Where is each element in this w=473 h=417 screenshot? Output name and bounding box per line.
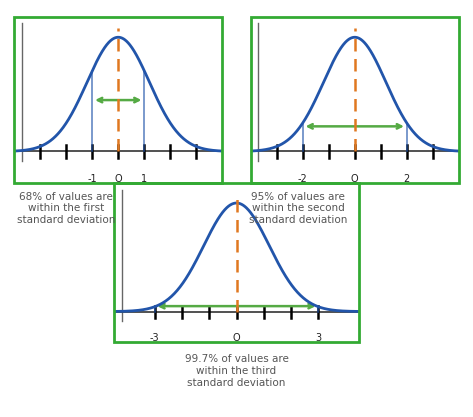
Text: O: O [351,174,359,184]
Text: 2: 2 [403,174,410,184]
Text: 1: 1 [141,174,147,184]
Text: -2: -2 [298,174,307,184]
Text: -3: -3 [149,333,159,343]
Text: 95% of values are
within the second
standard deviation: 95% of values are within the second stan… [249,192,347,225]
Text: 99.7% of values are
within the third
standard deviation: 99.7% of values are within the third sta… [184,354,289,388]
Text: -1: -1 [88,174,97,184]
Text: O: O [114,174,122,184]
Text: O: O [233,333,240,343]
Text: 68% of values are
within the first
standard deviation: 68% of values are within the first stand… [17,192,115,225]
Text: 3: 3 [315,333,322,343]
